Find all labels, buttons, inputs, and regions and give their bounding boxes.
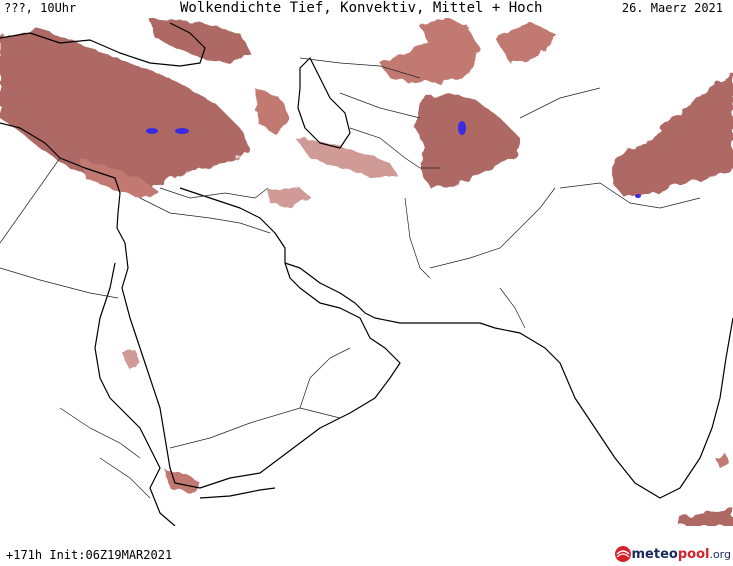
africa-coast [94, 262, 176, 526]
border-iran-afghanistan [404, 197, 431, 279]
cloud-density-map [0, 18, 733, 526]
cloud-patch-yemen [165, 470, 200, 493]
border-uzbekistan [339, 92, 421, 119]
country-borders [0, 57, 701, 499]
cloud-patch-caucasus [150, 18, 250, 63]
iran-south-coast [179, 187, 286, 263]
meteopool-logo: meteopool.org [614, 544, 732, 564]
border-sudan-libya [0, 267, 119, 299]
coastlines [0, 22, 733, 526]
mediterranean-coast [0, 122, 126, 244]
cloud-patch-central-asia [415, 93, 520, 188]
border-kazakh [299, 57, 421, 79]
convective-cell [458, 121, 466, 135]
cloud-patch-levant [80, 158, 160, 198]
meteopool-globe-icon [614, 546, 631, 562]
cloud-areas [0, 18, 733, 526]
border-ethiopia [99, 457, 151, 499]
logo-text: meteopool.org [632, 547, 732, 562]
border-egypt-libya [0, 157, 61, 244]
cloud-patch-north [420, 18, 470, 48]
border-saudi-jordan [139, 197, 271, 234]
logo-org: .org [709, 547, 731, 561]
cloud-patch-red-sea [122, 350, 140, 368]
india-coast-west [494, 317, 733, 499]
cloud-patch-northeast [495, 23, 555, 63]
border-china-kazakh [519, 87, 601, 119]
border-china-india [559, 182, 701, 209]
border-turkmenistan [349, 127, 440, 169]
caspian-sea [297, 57, 351, 149]
init-time-label: +171h Init:06Z19MAR2021 [6, 548, 173, 562]
cloud-patch-sri-lanka [715, 453, 730, 468]
border-saudi-oman [299, 347, 351, 409]
border-saudi-iraq [159, 187, 269, 199]
convective-cell [175, 128, 189, 134]
cloud-patch-anatolia-persia [0, 28, 250, 188]
cloud-patch-caspian-east [255, 88, 290, 133]
convective-cell [635, 194, 641, 198]
forecast-time-label: ???, 10Uhr [4, 1, 77, 15]
convective-cells [146, 121, 641, 198]
logo-pool: pool [677, 546, 710, 562]
forecast-date: 26. Maerz 2021 [621, 1, 723, 15]
border-africa-east [59, 407, 141, 459]
convective-cell [146, 128, 158, 134]
cloud-patch-gulf [268, 188, 312, 208]
persian-gulf [284, 262, 496, 329]
logo-meteo: meteo [631, 546, 678, 562]
border-pakistan-india [499, 287, 526, 329]
cloud-patch-iran-central [295, 138, 400, 178]
border-saudi-yemen [169, 407, 341, 449]
cloud-patch-tibet [612, 73, 733, 198]
border-afghanistan-pakistan [429, 187, 556, 269]
map-title: Wolkendichte Tief, Konvektiv, Mittel + H… [180, 0, 543, 16]
cloud-patch-south-india [680, 508, 733, 526]
somalia-coast [199, 487, 276, 499]
black-sea-coast [0, 22, 206, 67]
arabian-coast-west [121, 242, 401, 489]
